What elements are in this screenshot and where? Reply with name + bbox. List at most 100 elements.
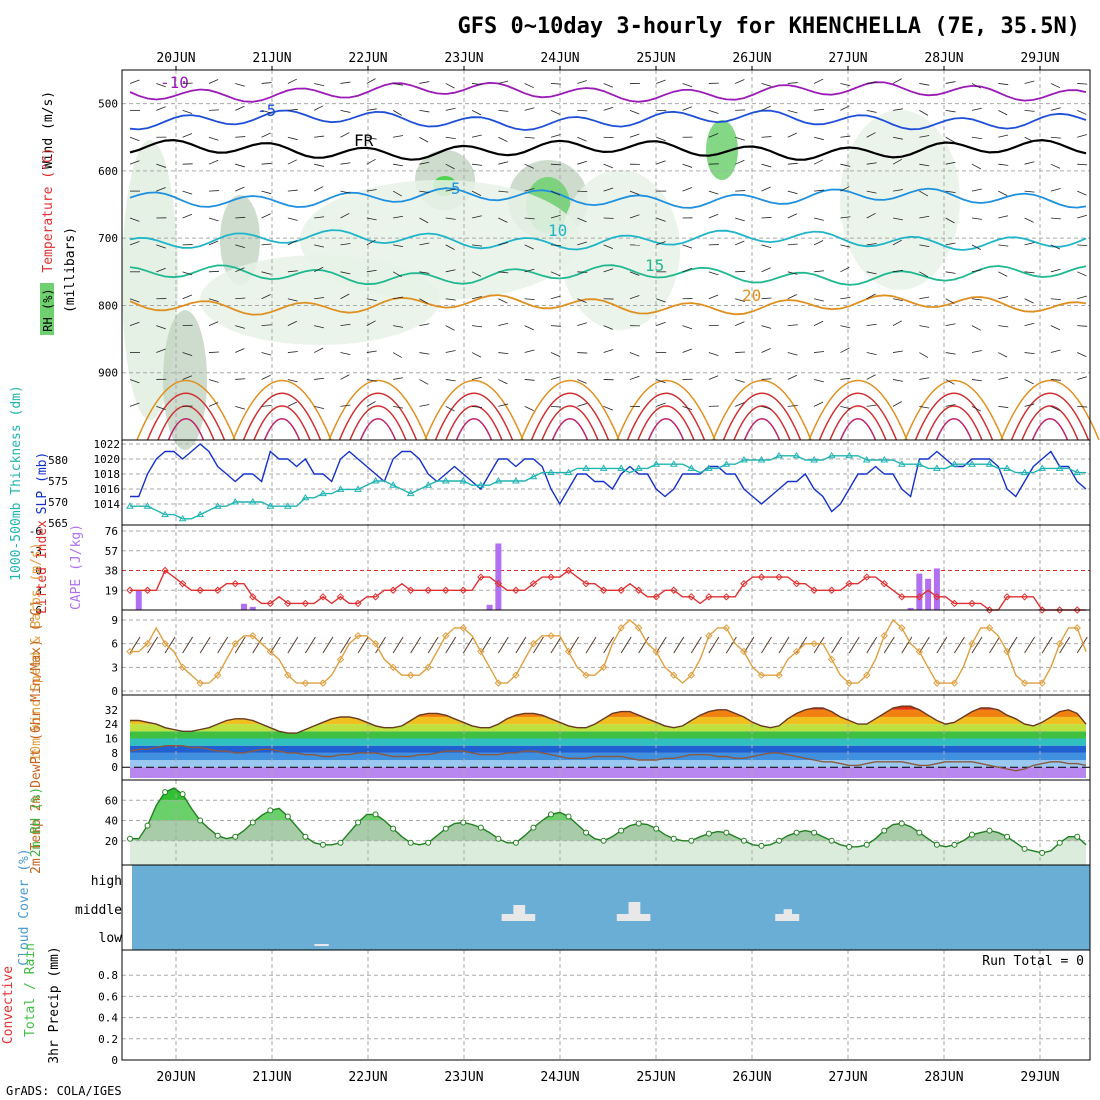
- top-date-label: 23JUN: [444, 51, 483, 66]
- thickness-line-point: [529, 472, 538, 480]
- lifted-index-line-point: [564, 566, 573, 575]
- rh-shading: [840, 110, 960, 290]
- wind-barb: [445, 269, 456, 273]
- wind-speed-line-point: [196, 679, 204, 687]
- wind-barb: [813, 78, 824, 84]
- wind-barb: [735, 190, 746, 192]
- wind-barb: [1024, 161, 1035, 165]
- top-date-label: 29JUN: [1020, 51, 1059, 66]
- wind-barb: [340, 271, 351, 275]
- warm-surface-contour: [829, 405, 887, 441]
- surface-wind-barb: [375, 636, 387, 654]
- lifted-index-line-point: [529, 579, 538, 588]
- surface-wind-barb: [357, 636, 369, 654]
- surface-wind-barb: [989, 636, 1000, 654]
- thickness-line-point: [406, 489, 415, 497]
- wind-barb: [235, 163, 245, 168]
- lifted-index-line-point: [757, 573, 766, 581]
- wind-speed-line-point: [547, 632, 555, 640]
- wind-barb: [919, 325, 930, 328]
- wind-speed-line-point: [512, 671, 520, 679]
- wind-barb: [340, 190, 351, 194]
- wind-speed-line-point: [933, 679, 941, 687]
- wind-barb: [498, 352, 509, 354]
- wind-barb: [1024, 109, 1035, 112]
- wind-barb: [577, 241, 587, 246]
- thickness-line-point: [143, 502, 152, 509]
- wind-barb: [314, 377, 325, 380]
- wind-barb: [735, 351, 746, 353]
- wind-barb: [787, 109, 798, 114]
- surface-wind-barb: [1041, 636, 1053, 654]
- lifted-index-line-point: [1038, 606, 1046, 614]
- wind-barb: [1024, 80, 1035, 84]
- wind-barb: [261, 243, 272, 246]
- rh-line-point: [179, 791, 186, 798]
- wind-barb: [919, 135, 930, 138]
- wind-barb: [419, 190, 430, 194]
- wind-barb: [1050, 188, 1061, 192]
- wind-speed-line-point: [178, 663, 187, 672]
- wind-barb: [761, 216, 772, 219]
- thickness-line-point: [564, 468, 573, 476]
- wind-barb: [708, 213, 719, 219]
- surface-wind-barb: [497, 636, 509, 654]
- rh-line-point: [828, 837, 835, 844]
- cloud-low-block: [314, 944, 329, 946]
- wind-barb: [971, 188, 982, 192]
- lifted-index-line-point: [231, 579, 239, 588]
- wind-barb: [866, 293, 876, 300]
- surface-wind-barb: [761, 636, 772, 654]
- wind-barb: [840, 266, 850, 273]
- wind-barb: [471, 271, 482, 277]
- wind-barb: [392, 190, 402, 197]
- thickness-line-point: [1003, 464, 1011, 471]
- thickness-line-point: [862, 456, 871, 463]
- wind-barb: [577, 322, 587, 327]
- wind-barb: [182, 190, 193, 195]
- wind-barb: [550, 134, 561, 138]
- warm-surface-contour: [1031, 418, 1069, 441]
- wind-barb: [393, 83, 404, 86]
- lifted-index-line-point: [1003, 593, 1011, 601]
- temp-band: [130, 760, 1086, 768]
- wind-barb: [629, 352, 640, 357]
- wind-barb: [656, 321, 666, 327]
- rh-line-point: [162, 789, 169, 796]
- temp-band: [130, 731, 1086, 739]
- wind-barb: [287, 189, 298, 192]
- wind-barb: [393, 215, 404, 219]
- wind-barb: [708, 294, 719, 300]
- wind-barb: [735, 321, 745, 327]
- wind-barb: [129, 136, 140, 142]
- wind-barb: [129, 79, 140, 84]
- wind-barb: [235, 136, 246, 138]
- thickness-tick-label: 575: [48, 475, 68, 488]
- bottom-date-label: 22JUN: [348, 1070, 387, 1085]
- wind-barb: [419, 404, 430, 407]
- surface-wind-barb: [252, 636, 264, 654]
- rh-line-point: [267, 807, 274, 814]
- wind-speed-line-point: [249, 632, 257, 640]
- wind-barb: [919, 405, 930, 409]
- wind-barb: [866, 404, 877, 407]
- thickness-line-point: [897, 460, 906, 467]
- precip-convective-label: Convective: [1, 966, 16, 1044]
- chart-title: GFS 0~10day 3-hourly for KHENCHELLA (7E,…: [457, 14, 1080, 39]
- temp-band: [130, 767, 1086, 778]
- isotherm-label: FR: [354, 131, 374, 150]
- lifted-index-line-point: [775, 573, 783, 581]
- wind-barb: [366, 298, 377, 302]
- cloud-middle-block: [501, 914, 536, 921]
- thickness-line-point: [161, 510, 169, 518]
- bottom-date-label: 26JUN: [732, 1070, 771, 1085]
- rh-line-point: [144, 822, 151, 829]
- wind-barb: [945, 352, 956, 355]
- wind-barb: [735, 270, 746, 273]
- temp-axis-label: 2m Temp 2m DewPt (6hr Min/Max) (°C): [29, 600, 44, 874]
- wind-barb: [998, 352, 1008, 358]
- wind-barb: [1077, 163, 1088, 166]
- thickness-line-point: [476, 481, 485, 488]
- wind-barb: [261, 132, 271, 138]
- wind-barb: [287, 351, 298, 353]
